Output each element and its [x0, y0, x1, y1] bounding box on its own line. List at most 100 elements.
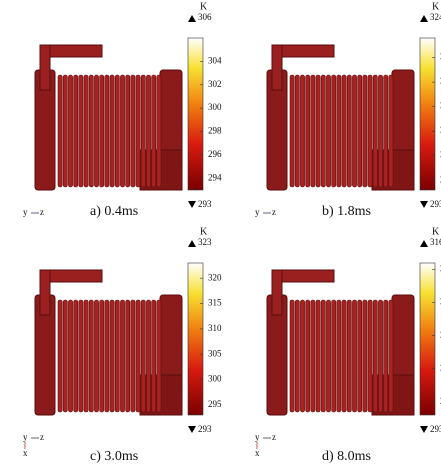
coil-turn [146, 74, 151, 188]
axis-label: z [272, 207, 276, 217]
coil-turn [146, 299, 151, 413]
coil-turn [114, 299, 120, 413]
coil-turn [336, 299, 342, 413]
axis-label: x [255, 448, 260, 458]
axis-label: y [23, 207, 28, 217]
max-marker [188, 15, 196, 22]
coil-turn [125, 74, 131, 188]
coil-turn [99, 74, 105, 188]
coil-turn [73, 74, 79, 188]
coil-turn [378, 74, 383, 188]
coil-turn [326, 74, 331, 188]
coil-turn [310, 74, 316, 188]
coil-turn [357, 299, 363, 413]
coil-turn [310, 299, 316, 413]
coil-turn [388, 299, 394, 413]
coil-turn [372, 74, 378, 188]
coil-turn [383, 299, 389, 413]
max-marker [188, 240, 196, 247]
max-label: 324 [430, 12, 441, 22]
coil-lead [39, 44, 51, 91]
coil-turn [135, 299, 141, 413]
colorbar-tick-label: 315 [208, 298, 222, 308]
coil-turn [156, 74, 162, 188]
coil-turn [83, 74, 89, 188]
colorbar-tick-label: 304 [208, 55, 222, 65]
coil-turn [326, 299, 331, 413]
coil-turn [346, 74, 352, 188]
axis-label: z [40, 207, 44, 217]
coil-turn [300, 74, 305, 188]
max-label: 316 [430, 237, 441, 247]
coil-turn [331, 74, 337, 188]
coil-turn [109, 299, 115, 413]
colorbar-tick-label: 296 [208, 149, 222, 159]
axis-label: y [255, 207, 260, 217]
coil-turn [140, 74, 146, 188]
coil-lead [39, 269, 51, 316]
coil-turn [135, 74, 141, 188]
colorbar [419, 37, 436, 191]
coil-turn [88, 74, 94, 188]
min-marker [188, 426, 196, 433]
unit-label: K [432, 1, 440, 12]
axis-label: y [255, 432, 260, 442]
coil-turn [57, 74, 63, 188]
colorbar-tick-label: 294 [208, 172, 222, 182]
coil-turn [320, 299, 326, 413]
axis-label: x [23, 448, 28, 458]
unit-label: K [432, 226, 440, 237]
coil-turn [78, 299, 84, 413]
coil-turn [305, 74, 311, 188]
coil-turn [94, 74, 99, 188]
coil-turn [315, 299, 321, 413]
min-marker [420, 426, 428, 433]
coil-turn [362, 74, 368, 188]
panel: 320315310305300295K324293yzb) 1.8ms [255, 1, 441, 219]
coil-turn [341, 74, 347, 188]
coil-turn [62, 299, 68, 413]
panel: 315310305300295K316293yzxd) 8.0ms [255, 226, 441, 464]
coil-turn [151, 299, 157, 413]
coil-turn [294, 299, 300, 413]
coil-turn [62, 74, 68, 188]
colorbar [187, 37, 204, 191]
coil-turn [156, 299, 162, 413]
axis-label: z [272, 432, 276, 442]
coil-turn [140, 299, 146, 413]
colorbar-tick-label: 310 [208, 323, 222, 333]
colorbar-tick-label: 302 [208, 79, 222, 89]
caption: a) 0.4ms [90, 204, 138, 219]
coil-turn [388, 74, 394, 188]
coil-turn [88, 299, 94, 413]
colorbar-tick-label: 295 [208, 399, 222, 409]
coil-turn [73, 299, 79, 413]
coil-turn [130, 74, 136, 188]
coil-turn [125, 299, 131, 413]
coil-turn [68, 74, 73, 188]
coil-turn [94, 299, 99, 413]
coil-turn [320, 74, 326, 188]
coil-turn [305, 299, 311, 413]
min-label: 293 [430, 424, 441, 434]
coil-turn [289, 299, 295, 413]
coil-turn [315, 74, 321, 188]
coil-turn [336, 74, 342, 188]
coil-turn [114, 74, 120, 188]
coil-turn [352, 74, 357, 188]
coil-lead [271, 269, 283, 316]
coil-turn [104, 74, 110, 188]
coil-lead [271, 44, 283, 91]
coil-turn [378, 299, 383, 413]
colorbar [419, 262, 436, 416]
max-marker [420, 15, 428, 22]
coil-turn [383, 74, 389, 188]
coil-turn [367, 299, 373, 413]
colorbar-tick-label: 305 [208, 348, 222, 358]
colorbar-tick-label: 300 [208, 102, 222, 112]
coil-turn [352, 299, 357, 413]
coil-turn [57, 299, 63, 413]
caption: d) 8.0ms [322, 449, 371, 464]
